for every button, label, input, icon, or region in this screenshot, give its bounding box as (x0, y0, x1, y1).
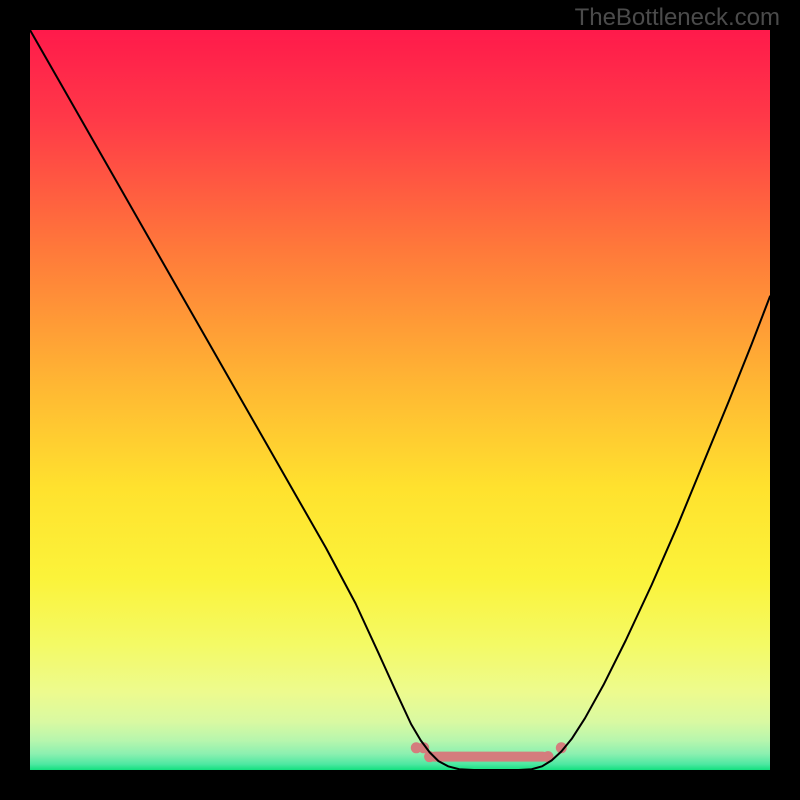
chart-stage: TheBottleneck.com (0, 0, 800, 800)
plot-background (30, 30, 770, 770)
watermark-text: TheBottleneck.com (575, 4, 780, 32)
bottleneck-curve-chart (0, 0, 800, 800)
